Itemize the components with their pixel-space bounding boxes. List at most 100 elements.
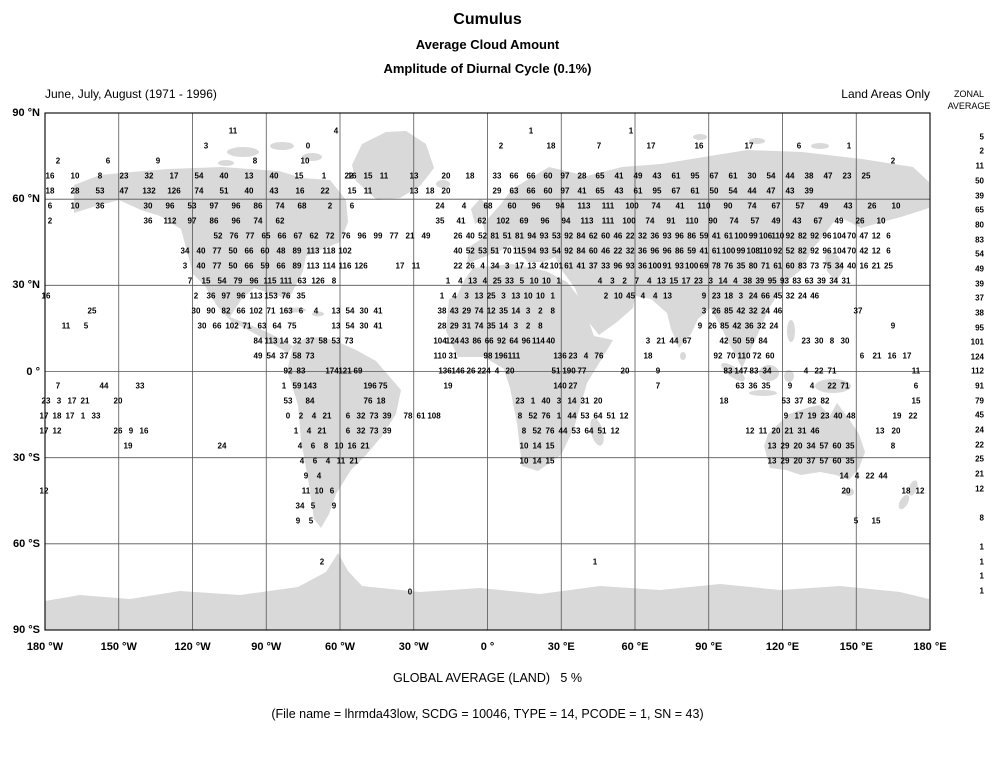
grid-value: 11 bbox=[61, 321, 71, 331]
grid-value: 31 bbox=[462, 321, 472, 331]
grid-value: 13 bbox=[409, 186, 419, 196]
grid-value: 196 bbox=[494, 351, 508, 361]
grid-value: 18 bbox=[52, 411, 62, 421]
grid-value: 20 bbox=[793, 441, 803, 451]
madagascar bbox=[590, 418, 604, 446]
grid-value: 18 bbox=[376, 396, 386, 406]
zonal-average-value: 22 bbox=[975, 440, 984, 450]
grid-value: 67 bbox=[771, 201, 781, 211]
grid-value: 58 bbox=[292, 351, 302, 361]
grid-value: 77 bbox=[212, 246, 222, 256]
grid-value: 70 bbox=[726, 351, 736, 361]
grid-value: 15 bbox=[347, 186, 357, 196]
lon-tick-label: 30 °E bbox=[547, 641, 575, 653]
grid-value: 6 bbox=[310, 441, 316, 451]
grid-value: 96 bbox=[357, 231, 367, 241]
arctic-island bbox=[693, 134, 707, 140]
grid-value: 11 bbox=[758, 426, 768, 436]
grid-value: 40 bbox=[546, 336, 556, 346]
grid-value: 6 bbox=[913, 381, 919, 391]
grid-value: 45 bbox=[626, 291, 636, 301]
grid-value: 29 bbox=[462, 306, 472, 316]
grid-value: 60 bbox=[832, 456, 842, 466]
grid-value: 9 bbox=[890, 321, 896, 331]
grid-value: 16 bbox=[41, 291, 51, 301]
grid-value: 92 bbox=[283, 366, 293, 376]
grid-value: 5 bbox=[83, 321, 89, 331]
zonal-average-value: 12 bbox=[975, 484, 984, 494]
grid-value: 96 bbox=[521, 336, 531, 346]
grid-value: 33 bbox=[492, 171, 502, 181]
grid-value: 83 bbox=[797, 261, 807, 271]
grid-value: 24 bbox=[761, 306, 770, 316]
grid-value: 31 bbox=[448, 351, 458, 361]
grid-value: 8 bbox=[829, 336, 835, 346]
grid-value: 42 bbox=[719, 336, 729, 346]
grid-value: 63 bbox=[735, 381, 745, 391]
grid-value: 32 bbox=[356, 411, 366, 421]
subtitle-cloud-amount: Average Cloud Amount bbox=[415, 37, 560, 52]
grid-value: 25 bbox=[87, 306, 97, 316]
page-title: Cumulus bbox=[453, 11, 522, 28]
grid-value: 100 bbox=[721, 246, 736, 256]
grid-value: 40 bbox=[196, 246, 206, 256]
grid-value: 66 bbox=[761, 291, 770, 301]
grid-value: 49 bbox=[633, 171, 643, 181]
grid-value: 7 bbox=[596, 141, 602, 151]
grid-value: 21 bbox=[317, 426, 327, 436]
grid-value: 17 bbox=[681, 276, 691, 286]
grid-value: 6 bbox=[345, 426, 351, 436]
grid-value: 54 bbox=[728, 186, 738, 196]
grid-value: 26 bbox=[855, 216, 865, 226]
grid-value: 13 bbox=[657, 276, 666, 286]
grid-value: 46 bbox=[613, 231, 623, 241]
grid-value: 7 bbox=[634, 276, 640, 286]
grid-value: 74 bbox=[275, 201, 285, 211]
grid-value: 6 bbox=[47, 201, 53, 211]
grid-value: 59 bbox=[292, 381, 302, 391]
grid-value: 12 bbox=[871, 246, 881, 256]
grid-value: 54 bbox=[551, 246, 561, 256]
grid-value: 37 bbox=[794, 396, 804, 406]
grid-value: 26 bbox=[867, 201, 877, 211]
grid-value: 77 bbox=[577, 366, 587, 376]
grid-value: 10 bbox=[300, 156, 310, 166]
grid-value: 70 bbox=[502, 246, 512, 256]
grid-value: 83 bbox=[723, 366, 733, 376]
grid-value: 93 bbox=[780, 276, 789, 286]
grid-value: 92 bbox=[810, 231, 820, 241]
grid-value: 71 bbox=[840, 381, 850, 391]
grid-value: 147 bbox=[734, 366, 748, 376]
grid-value: 126 bbox=[167, 186, 181, 196]
continent-eurasia bbox=[467, 150, 929, 368]
grid-value: 118 bbox=[322, 246, 336, 256]
zonal-average-value: 5 bbox=[979, 132, 984, 142]
grid-value: 84 bbox=[305, 396, 315, 406]
grid-value: 110 bbox=[759, 246, 772, 256]
grid-value: 2 bbox=[55, 156, 61, 166]
grid-value: 42 bbox=[859, 246, 869, 256]
grid-value: 111 bbox=[279, 276, 293, 286]
grid-value: 20 bbox=[441, 186, 451, 196]
grid-value: 12 bbox=[915, 486, 925, 496]
grid-value: 76 bbox=[541, 411, 551, 421]
grid-value: 8 bbox=[252, 156, 258, 166]
grid-value: 2 bbox=[538, 306, 543, 316]
grid-value: 40 bbox=[541, 396, 551, 406]
iceland bbox=[436, 180, 450, 188]
grid-value: 2 bbox=[327, 201, 333, 211]
grid-value: 63 bbox=[257, 321, 267, 331]
grid-value: 108 bbox=[427, 411, 441, 421]
grid-value: 60 bbox=[588, 246, 598, 256]
grid-value: 53 bbox=[781, 396, 791, 406]
grid-value: 39 bbox=[804, 186, 814, 196]
grid-value: 26 bbox=[453, 231, 463, 241]
grid-value: 11 bbox=[411, 261, 421, 271]
grid-value: 19 bbox=[807, 411, 817, 421]
grid-value: 94 bbox=[555, 201, 565, 211]
grid-value: 96 bbox=[165, 201, 175, 211]
grid-value: 51 bbox=[490, 246, 500, 256]
grid-value: 47 bbox=[823, 171, 833, 181]
grid-value: 16 bbox=[139, 426, 149, 436]
grid-value: 94 bbox=[561, 216, 571, 226]
